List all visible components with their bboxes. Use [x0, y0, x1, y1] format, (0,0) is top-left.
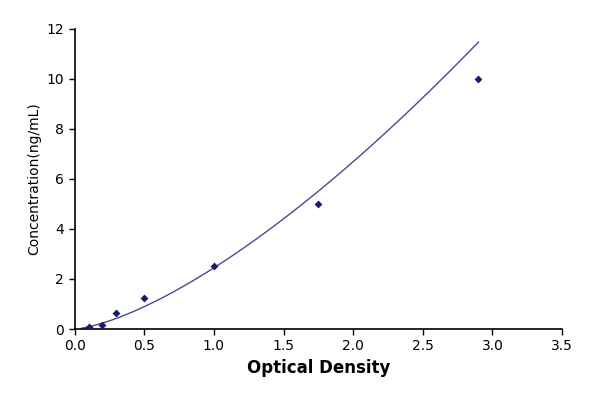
- Point: [473, 75, 483, 82]
- Point: [209, 263, 218, 270]
- X-axis label: Optical Density: Optical Density: [247, 359, 390, 377]
- Point: [112, 310, 121, 316]
- Point: [314, 201, 323, 207]
- Point: [98, 322, 107, 328]
- Point: [139, 294, 149, 301]
- Y-axis label: Concentration(ng/mL): Concentration(ng/mL): [27, 102, 41, 255]
- Point: [84, 324, 94, 330]
